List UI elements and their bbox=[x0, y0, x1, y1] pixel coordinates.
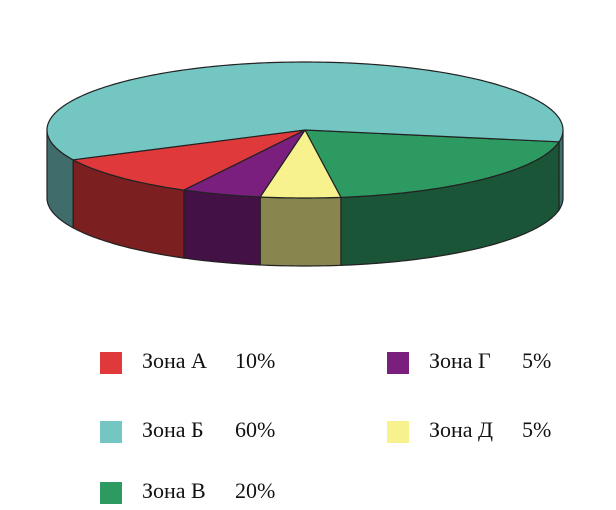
pie-side bbox=[183, 189, 261, 266]
legend-value: 60% bbox=[235, 417, 275, 442]
pie-side bbox=[259, 196, 342, 267]
legend-label: Зона В bbox=[142, 478, 206, 503]
legend-swatch bbox=[387, 421, 409, 443]
pie-slice bbox=[303, 129, 561, 198]
pie-slice bbox=[46, 61, 564, 161]
pie-slice bbox=[181, 128, 307, 198]
legend-value: 5% bbox=[522, 348, 551, 373]
legend-value: 5% bbox=[522, 417, 551, 442]
legend-swatch bbox=[387, 352, 409, 374]
legend-label: Зона Г bbox=[429, 348, 491, 373]
legend-value: 10% bbox=[235, 348, 275, 373]
legend-swatch bbox=[100, 482, 122, 504]
legend-label: Зона Д bbox=[429, 417, 493, 442]
pie-slice bbox=[71, 129, 306, 191]
legend-swatch bbox=[100, 352, 122, 374]
legend-swatch bbox=[100, 421, 122, 443]
pie-slice bbox=[259, 128, 342, 199]
legend-label: Зона Б bbox=[142, 417, 204, 442]
legend-value: 20% bbox=[235, 478, 275, 503]
legend-label: Зона А bbox=[142, 348, 207, 373]
